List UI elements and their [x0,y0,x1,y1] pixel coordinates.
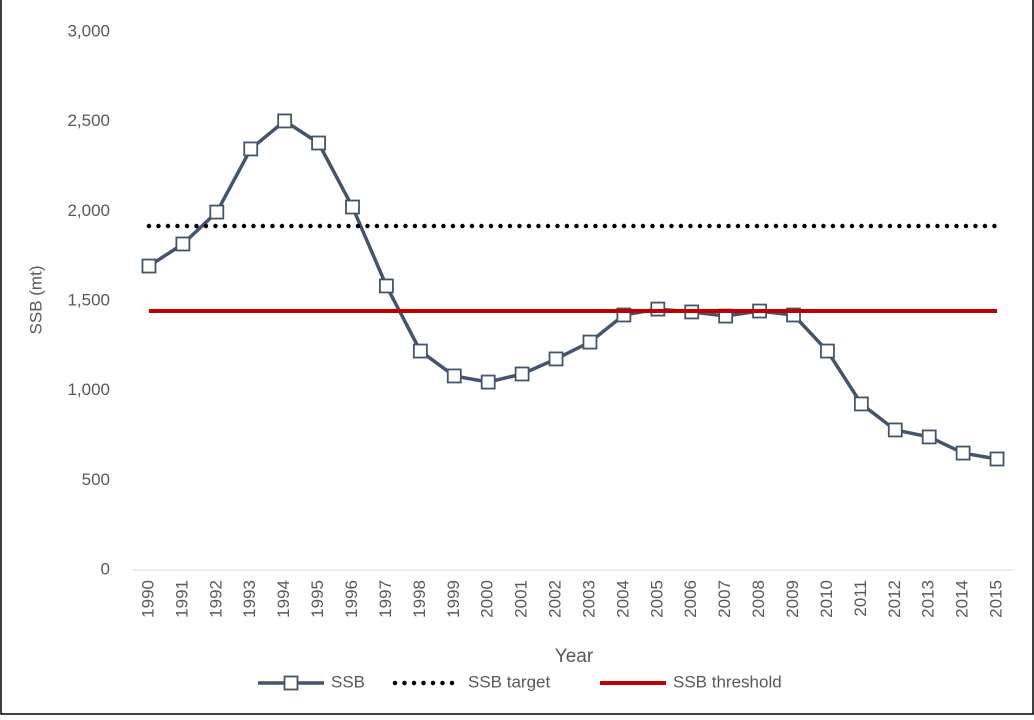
x-tick-label: 2014 [953,580,972,618]
x-tick-label: 1991 [172,580,191,618]
marker [514,366,530,382]
marker [820,343,835,359]
x-tick-label: 1994 [274,580,293,618]
x-tick-label: 1999 [444,580,463,618]
x-tick-label: 2006 [681,580,700,618]
x-tick-label: 2000 [478,580,497,618]
y-tick-label: 2,500 [67,111,110,130]
legend-label: SSB [331,672,365,691]
x-tick-label: 1993 [240,580,259,618]
x-tick-label: 2001 [512,580,531,618]
x-tick-label: 1992 [206,580,225,618]
x-tick-label: 2005 [647,580,666,618]
marker [853,396,869,412]
y-tick-label: 2,000 [67,201,110,220]
x-tick-label: 2010 [817,580,836,618]
x-tick-label: 1995 [308,580,327,618]
marker [582,334,598,350]
x-tick-label: 2003 [579,580,598,618]
legend-label: SSB target [468,672,550,691]
x-tick-label: 2011 [851,580,870,617]
x-tick-label: 2012 [885,580,904,618]
marker [887,422,903,438]
legend-label: SSB threshold [673,672,782,691]
x-tick-label: 1997 [376,580,395,618]
marker [921,429,937,445]
x-tick-label: 1990 [138,580,157,618]
x-tick-label: 2009 [783,580,802,618]
x-tick-label: 2002 [546,580,565,618]
x-tick-label: 2008 [749,580,768,618]
y-tick-label: 1,000 [67,380,110,399]
marker [345,199,360,215]
x-axis-title: Year [555,646,594,667]
series-line [148,119,998,461]
x-tick-label: 1996 [342,580,361,618]
y-tick-label: 3,000 [67,21,110,40]
x-tick-label: 2015 [987,580,1006,618]
marker [480,374,496,390]
marker [412,343,428,359]
y-tick-label: 1,500 [67,290,110,309]
legend-marker [283,675,299,691]
y-axis-title: SSB (mt) [26,266,45,335]
marker [277,113,293,129]
marker [175,236,191,252]
y-tick-label: 500 [82,470,110,489]
marker [955,445,971,461]
x-tick-label: 1998 [410,580,429,618]
marker [548,351,564,367]
marker [141,258,157,274]
x-tick-label: 2013 [919,580,938,618]
marker [379,278,394,294]
marker [311,135,326,151]
x-tick-label: 2004 [613,580,632,618]
marker [446,368,462,384]
marker [209,204,225,220]
x-tick-label: 2007 [715,580,734,618]
y-tick-label: 0 [101,559,110,578]
marker [989,451,1005,467]
marker [243,141,259,157]
